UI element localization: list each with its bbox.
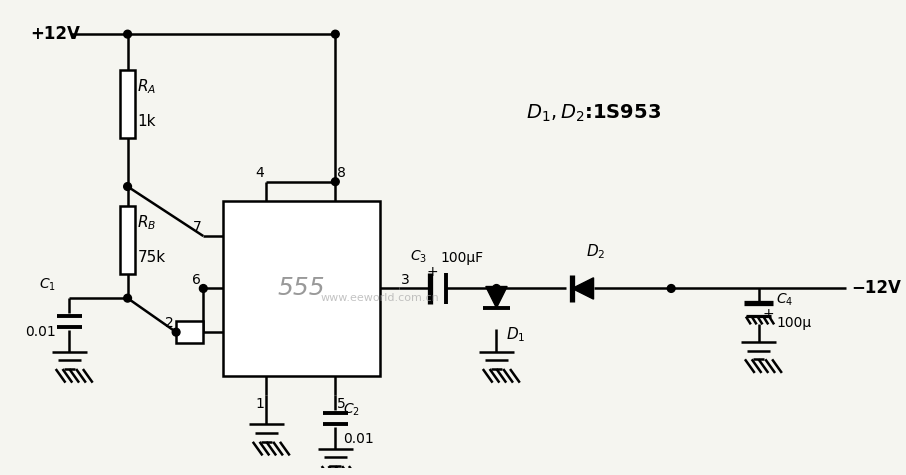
Text: −12V: −12V — [851, 279, 901, 297]
Circle shape — [172, 328, 180, 336]
Text: 4: 4 — [255, 166, 265, 180]
Bar — [176, 322, 203, 343]
Text: +: + — [427, 265, 439, 279]
Text: $C_2$: $C_2$ — [343, 401, 360, 418]
Text: 2: 2 — [166, 316, 174, 330]
Text: 75k: 75k — [138, 250, 166, 265]
Text: 7: 7 — [193, 220, 201, 234]
Text: 1k: 1k — [138, 114, 156, 129]
Circle shape — [124, 30, 131, 38]
Bar — [120, 70, 135, 138]
Circle shape — [124, 294, 131, 302]
Text: $D_1$: $D_1$ — [506, 326, 525, 344]
Text: 1: 1 — [255, 397, 265, 411]
Circle shape — [332, 30, 339, 38]
Text: 3: 3 — [401, 273, 410, 286]
Text: 5: 5 — [337, 397, 346, 411]
Text: www.eeworld.com.cn: www.eeworld.com.cn — [321, 294, 439, 304]
Text: $C_4$: $C_4$ — [776, 292, 794, 308]
Text: 0.01: 0.01 — [343, 432, 374, 446]
Circle shape — [668, 285, 675, 292]
Bar — [223, 201, 380, 376]
Text: $R_A$: $R_A$ — [138, 77, 157, 96]
Circle shape — [493, 285, 500, 292]
Text: $D_2$: $D_2$ — [586, 243, 605, 261]
Text: 555: 555 — [277, 276, 325, 301]
Polygon shape — [573, 278, 593, 299]
Text: $C_1$: $C_1$ — [39, 277, 56, 294]
Text: $D_1,D_2$:1S953: $D_1,D_2$:1S953 — [525, 103, 660, 124]
Text: 100μF: 100μF — [440, 251, 483, 265]
Text: 0.01: 0.01 — [25, 325, 56, 339]
Circle shape — [199, 285, 207, 292]
Text: 6: 6 — [192, 273, 201, 286]
Text: 100μ: 100μ — [776, 316, 811, 331]
Text: $C_3$: $C_3$ — [410, 249, 427, 265]
Text: 8: 8 — [337, 166, 346, 180]
Text: $R_B$: $R_B$ — [138, 213, 157, 232]
Text: +12V: +12V — [31, 25, 81, 43]
Text: +: + — [763, 307, 774, 321]
Circle shape — [332, 178, 339, 186]
Polygon shape — [486, 286, 507, 308]
Bar — [120, 206, 135, 274]
Circle shape — [124, 183, 131, 190]
